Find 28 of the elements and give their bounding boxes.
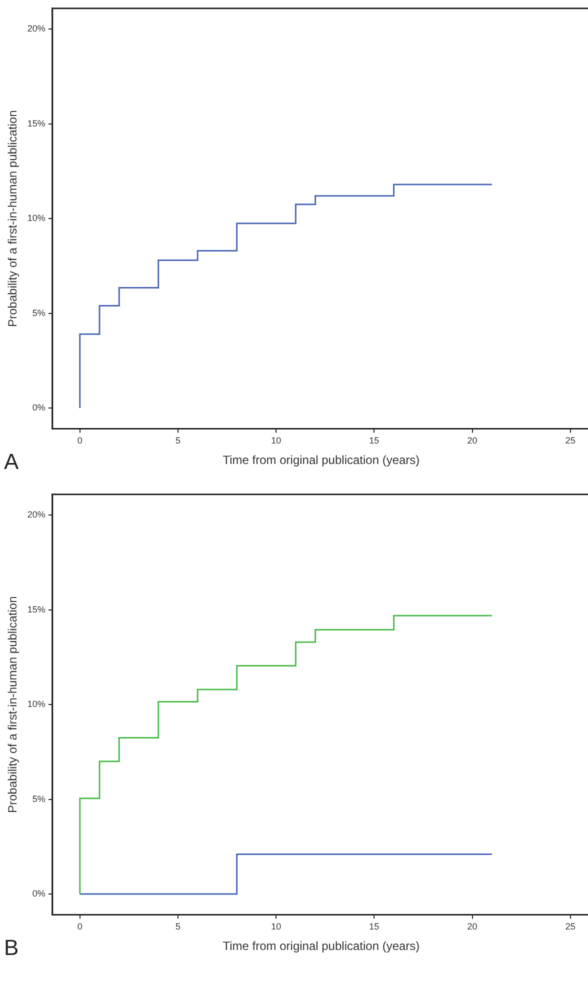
y-tick-label: 0% <box>32 402 46 412</box>
x-tick-label: 10 <box>271 922 282 932</box>
x-tick-label: 15 <box>369 436 380 446</box>
y-tick-label: 20% <box>27 24 46 34</box>
x-tick-label: 5 <box>175 922 180 932</box>
x-tick-label: 20 <box>467 436 478 446</box>
y-axis-title: Probability of a first-in-human publication <box>6 110 20 327</box>
x-tick-label: 10 <box>271 436 282 446</box>
x-tick-label: 0 <box>77 436 82 446</box>
text: B <box>4 935 19 960</box>
x-axis-title: Time from original publication (years) <box>222 939 420 954</box>
x-tick-label: 5 <box>175 436 180 446</box>
y-tick-label: 0% <box>32 888 46 898</box>
x-tick-label: 25 <box>565 436 576 446</box>
y-tick-label: 10% <box>27 699 46 710</box>
x-tick-label: 20 <box>467 922 478 932</box>
y-tick-label: 10% <box>27 213 46 224</box>
y-tick-label: 15% <box>27 118 46 128</box>
y-tick-label: 5% <box>32 794 46 804</box>
x-tick-label: 25 <box>565 922 576 932</box>
x-tick-label: 0 <box>77 922 82 932</box>
x-axis-title: Time from original publication (years) <box>222 453 420 468</box>
y-tick-label: 5% <box>32 308 46 318</box>
x-tick-label: 15 <box>369 922 380 932</box>
y-tick-label: 15% <box>27 604 46 614</box>
y-axis-title: Probability of a first-in-human publication <box>6 596 20 813</box>
y-tick-label: 20% <box>27 510 46 520</box>
text: A <box>4 449 19 474</box>
